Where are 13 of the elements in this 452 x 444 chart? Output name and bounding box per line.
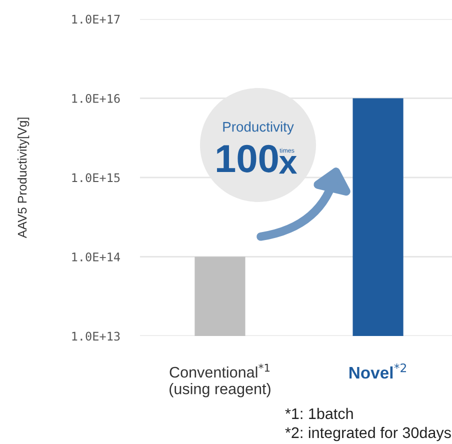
- text: *2: integrated for 30days: [285, 426, 451, 442]
- y-axis-title: AAV5 Productivity[Vg]: [17, 118, 30, 238]
- annotation: x: [278, 156, 298, 174]
- y-tick-label: 1.0E+17: [72, 14, 120, 24]
- annotation: Productivity: [223, 122, 294, 134]
- annotation: 100: [217, 144, 278, 172]
- x-tick-label: Conventional$^{*1}$ (using reagent): [170, 364, 270, 398]
- y-tick-label: 1.0E+15: [72, 173, 120, 182]
- y-tick-label: 1.0E+16: [72, 94, 120, 103]
- text: *1: 1batch: [285, 408, 353, 420]
- y-tick-label: 1.0E+13: [72, 332, 120, 341]
- x-tick-label: Novel$^{*2}$: [349, 363, 406, 379]
- y-tick-label: 1.0E+14: [72, 252, 120, 262]
